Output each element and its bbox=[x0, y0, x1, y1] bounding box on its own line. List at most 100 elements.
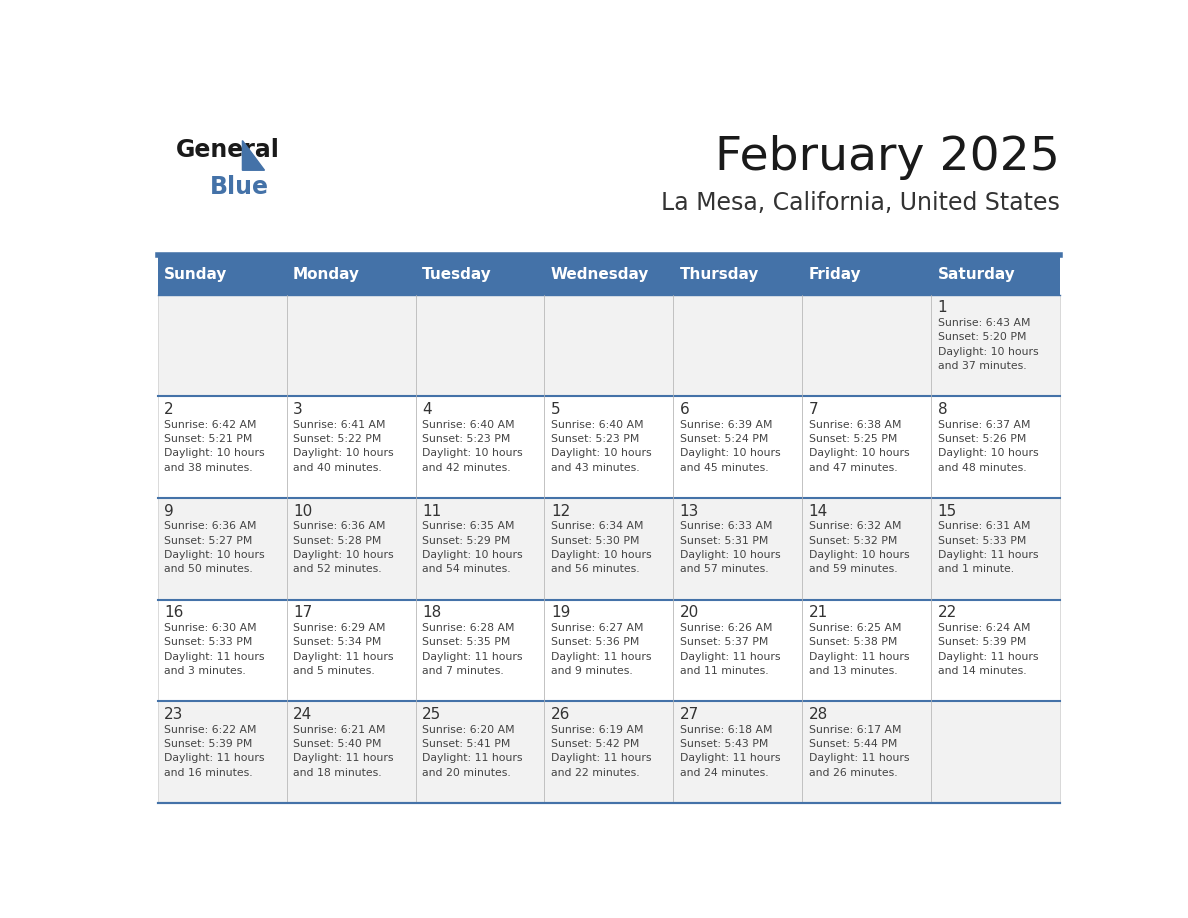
FancyBboxPatch shape bbox=[416, 295, 544, 397]
Text: Sunrise: 6:27 AM
Sunset: 5:36 PM
Daylight: 11 hours
and 9 minutes.: Sunrise: 6:27 AM Sunset: 5:36 PM Dayligh… bbox=[551, 623, 651, 677]
FancyBboxPatch shape bbox=[286, 255, 416, 295]
Text: Sunrise: 6:42 AM
Sunset: 5:21 PM
Daylight: 10 hours
and 38 minutes.: Sunrise: 6:42 AM Sunset: 5:21 PM Dayligh… bbox=[164, 420, 265, 473]
FancyBboxPatch shape bbox=[802, 255, 931, 295]
Text: Blue: Blue bbox=[210, 175, 270, 199]
FancyBboxPatch shape bbox=[544, 295, 674, 397]
FancyBboxPatch shape bbox=[158, 599, 286, 701]
Text: 21: 21 bbox=[809, 605, 828, 621]
Text: 14: 14 bbox=[809, 504, 828, 519]
Polygon shape bbox=[242, 140, 265, 170]
FancyBboxPatch shape bbox=[158, 701, 286, 803]
Text: Sunday: Sunday bbox=[164, 267, 228, 283]
Text: Sunrise: 6:21 AM
Sunset: 5:40 PM
Daylight: 11 hours
and 18 minutes.: Sunrise: 6:21 AM Sunset: 5:40 PM Dayligh… bbox=[293, 724, 393, 778]
Text: Sunrise: 6:39 AM
Sunset: 5:24 PM
Daylight: 10 hours
and 45 minutes.: Sunrise: 6:39 AM Sunset: 5:24 PM Dayligh… bbox=[680, 420, 781, 473]
FancyBboxPatch shape bbox=[416, 498, 544, 599]
Text: Sunrise: 6:17 AM
Sunset: 5:44 PM
Daylight: 11 hours
and 26 minutes.: Sunrise: 6:17 AM Sunset: 5:44 PM Dayligh… bbox=[809, 724, 909, 778]
Text: Friday: Friday bbox=[809, 267, 861, 283]
FancyBboxPatch shape bbox=[158, 498, 286, 599]
Text: Sunrise: 6:36 AM
Sunset: 5:28 PM
Daylight: 10 hours
and 52 minutes.: Sunrise: 6:36 AM Sunset: 5:28 PM Dayligh… bbox=[293, 521, 393, 575]
Text: 13: 13 bbox=[680, 504, 699, 519]
FancyBboxPatch shape bbox=[802, 397, 931, 498]
FancyBboxPatch shape bbox=[544, 701, 674, 803]
Text: 1: 1 bbox=[937, 300, 947, 315]
FancyBboxPatch shape bbox=[674, 397, 802, 498]
Text: Sunrise: 6:34 AM
Sunset: 5:30 PM
Daylight: 10 hours
and 56 minutes.: Sunrise: 6:34 AM Sunset: 5:30 PM Dayligh… bbox=[551, 521, 651, 575]
FancyBboxPatch shape bbox=[802, 701, 931, 803]
Text: Sunrise: 6:36 AM
Sunset: 5:27 PM
Daylight: 10 hours
and 50 minutes.: Sunrise: 6:36 AM Sunset: 5:27 PM Dayligh… bbox=[164, 521, 265, 575]
Text: 25: 25 bbox=[422, 707, 441, 722]
Text: 5: 5 bbox=[551, 402, 561, 417]
Text: General: General bbox=[176, 139, 280, 162]
Text: Monday: Monday bbox=[293, 267, 360, 283]
FancyBboxPatch shape bbox=[674, 701, 802, 803]
FancyBboxPatch shape bbox=[158, 255, 286, 295]
Text: Tuesday: Tuesday bbox=[422, 267, 492, 283]
FancyBboxPatch shape bbox=[158, 295, 286, 397]
Text: Sunrise: 6:25 AM
Sunset: 5:38 PM
Daylight: 11 hours
and 13 minutes.: Sunrise: 6:25 AM Sunset: 5:38 PM Dayligh… bbox=[809, 623, 909, 677]
Text: Sunrise: 6:40 AM
Sunset: 5:23 PM
Daylight: 10 hours
and 42 minutes.: Sunrise: 6:40 AM Sunset: 5:23 PM Dayligh… bbox=[422, 420, 523, 473]
Text: 4: 4 bbox=[422, 402, 431, 417]
FancyBboxPatch shape bbox=[931, 397, 1060, 498]
FancyBboxPatch shape bbox=[931, 255, 1060, 295]
FancyBboxPatch shape bbox=[286, 295, 416, 397]
FancyBboxPatch shape bbox=[158, 397, 286, 498]
FancyBboxPatch shape bbox=[931, 701, 1060, 803]
Text: 11: 11 bbox=[422, 504, 441, 519]
FancyBboxPatch shape bbox=[286, 397, 416, 498]
FancyBboxPatch shape bbox=[931, 599, 1060, 701]
Text: 26: 26 bbox=[551, 707, 570, 722]
Text: 2: 2 bbox=[164, 402, 173, 417]
FancyBboxPatch shape bbox=[416, 701, 544, 803]
Text: Sunrise: 6:26 AM
Sunset: 5:37 PM
Daylight: 11 hours
and 11 minutes.: Sunrise: 6:26 AM Sunset: 5:37 PM Dayligh… bbox=[680, 623, 781, 677]
Text: Saturday: Saturday bbox=[937, 267, 1016, 283]
FancyBboxPatch shape bbox=[674, 599, 802, 701]
Text: Sunrise: 6:20 AM
Sunset: 5:41 PM
Daylight: 11 hours
and 20 minutes.: Sunrise: 6:20 AM Sunset: 5:41 PM Dayligh… bbox=[422, 724, 523, 778]
FancyBboxPatch shape bbox=[931, 498, 1060, 599]
Text: Sunrise: 6:35 AM
Sunset: 5:29 PM
Daylight: 10 hours
and 54 minutes.: Sunrise: 6:35 AM Sunset: 5:29 PM Dayligh… bbox=[422, 521, 523, 575]
Text: 24: 24 bbox=[293, 707, 312, 722]
Text: 15: 15 bbox=[937, 504, 956, 519]
Text: Sunrise: 6:40 AM
Sunset: 5:23 PM
Daylight: 10 hours
and 43 minutes.: Sunrise: 6:40 AM Sunset: 5:23 PM Dayligh… bbox=[551, 420, 651, 473]
Text: 7: 7 bbox=[809, 402, 819, 417]
Text: 8: 8 bbox=[937, 402, 947, 417]
FancyBboxPatch shape bbox=[416, 397, 544, 498]
Text: Thursday: Thursday bbox=[680, 267, 759, 283]
Text: Sunrise: 6:19 AM
Sunset: 5:42 PM
Daylight: 11 hours
and 22 minutes.: Sunrise: 6:19 AM Sunset: 5:42 PM Dayligh… bbox=[551, 724, 651, 778]
FancyBboxPatch shape bbox=[802, 498, 931, 599]
Text: La Mesa, California, United States: La Mesa, California, United States bbox=[661, 192, 1060, 216]
Text: 3: 3 bbox=[293, 402, 303, 417]
Text: Sunrise: 6:37 AM
Sunset: 5:26 PM
Daylight: 10 hours
and 48 minutes.: Sunrise: 6:37 AM Sunset: 5:26 PM Dayligh… bbox=[937, 420, 1038, 473]
FancyBboxPatch shape bbox=[674, 255, 802, 295]
FancyBboxPatch shape bbox=[544, 599, 674, 701]
FancyBboxPatch shape bbox=[802, 295, 931, 397]
FancyBboxPatch shape bbox=[931, 295, 1060, 397]
Text: Sunrise: 6:38 AM
Sunset: 5:25 PM
Daylight: 10 hours
and 47 minutes.: Sunrise: 6:38 AM Sunset: 5:25 PM Dayligh… bbox=[809, 420, 909, 473]
Text: Wednesday: Wednesday bbox=[551, 267, 649, 283]
FancyBboxPatch shape bbox=[286, 701, 416, 803]
Text: Sunrise: 6:43 AM
Sunset: 5:20 PM
Daylight: 10 hours
and 37 minutes.: Sunrise: 6:43 AM Sunset: 5:20 PM Dayligh… bbox=[937, 318, 1038, 371]
Text: Sunrise: 6:18 AM
Sunset: 5:43 PM
Daylight: 11 hours
and 24 minutes.: Sunrise: 6:18 AM Sunset: 5:43 PM Dayligh… bbox=[680, 724, 781, 778]
Text: 23: 23 bbox=[164, 707, 183, 722]
Text: Sunrise: 6:24 AM
Sunset: 5:39 PM
Daylight: 11 hours
and 14 minutes.: Sunrise: 6:24 AM Sunset: 5:39 PM Dayligh… bbox=[937, 623, 1038, 677]
FancyBboxPatch shape bbox=[544, 255, 674, 295]
Text: 17: 17 bbox=[293, 605, 312, 621]
FancyBboxPatch shape bbox=[544, 397, 674, 498]
Text: 6: 6 bbox=[680, 402, 689, 417]
Text: 18: 18 bbox=[422, 605, 441, 621]
Text: 27: 27 bbox=[680, 707, 699, 722]
FancyBboxPatch shape bbox=[674, 498, 802, 599]
Text: Sunrise: 6:41 AM
Sunset: 5:22 PM
Daylight: 10 hours
and 40 minutes.: Sunrise: 6:41 AM Sunset: 5:22 PM Dayligh… bbox=[293, 420, 393, 473]
FancyBboxPatch shape bbox=[286, 599, 416, 701]
Text: Sunrise: 6:33 AM
Sunset: 5:31 PM
Daylight: 10 hours
and 57 minutes.: Sunrise: 6:33 AM Sunset: 5:31 PM Dayligh… bbox=[680, 521, 781, 575]
FancyBboxPatch shape bbox=[416, 255, 544, 295]
Text: 19: 19 bbox=[551, 605, 570, 621]
FancyBboxPatch shape bbox=[286, 498, 416, 599]
Text: Sunrise: 6:30 AM
Sunset: 5:33 PM
Daylight: 11 hours
and 3 minutes.: Sunrise: 6:30 AM Sunset: 5:33 PM Dayligh… bbox=[164, 623, 265, 677]
FancyBboxPatch shape bbox=[674, 295, 802, 397]
Text: 10: 10 bbox=[293, 504, 312, 519]
Text: Sunrise: 6:22 AM
Sunset: 5:39 PM
Daylight: 11 hours
and 16 minutes.: Sunrise: 6:22 AM Sunset: 5:39 PM Dayligh… bbox=[164, 724, 265, 778]
Text: Sunrise: 6:32 AM
Sunset: 5:32 PM
Daylight: 10 hours
and 59 minutes.: Sunrise: 6:32 AM Sunset: 5:32 PM Dayligh… bbox=[809, 521, 909, 575]
Text: 16: 16 bbox=[164, 605, 183, 621]
FancyBboxPatch shape bbox=[544, 498, 674, 599]
FancyBboxPatch shape bbox=[802, 599, 931, 701]
